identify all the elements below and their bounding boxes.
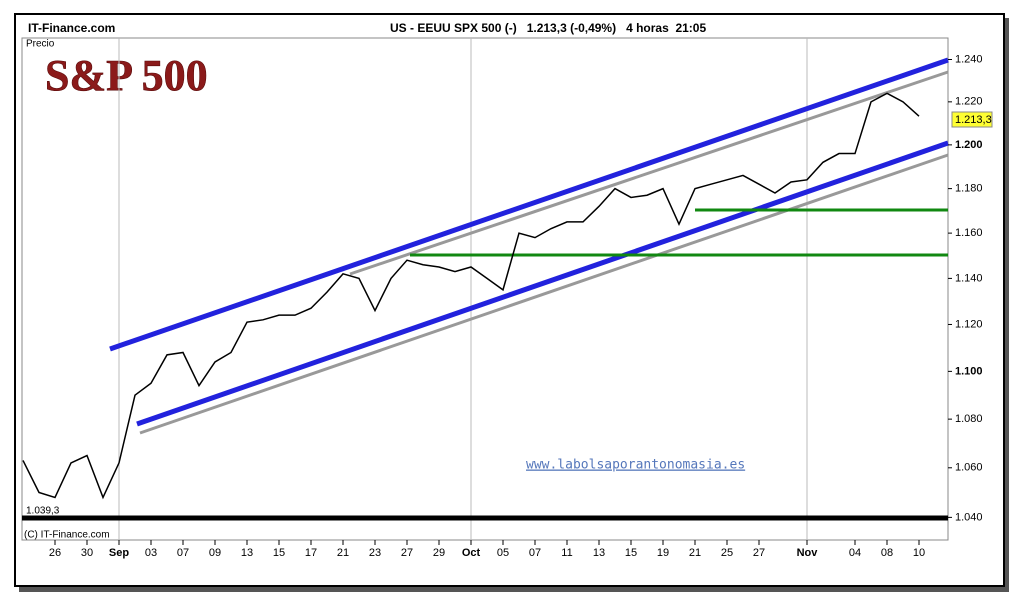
site-name: IT-Finance.com [28,21,115,35]
x-tick-label: 04 [849,547,861,559]
x-tick-label: 26 [49,547,61,559]
x-tick-label: 29 [433,547,445,559]
x-tick-label: 15 [273,547,285,559]
channel-line [349,70,949,276]
x-tick-label: 11 [561,547,572,559]
x-tick-label: 05 [497,547,509,559]
y-tick-label: 1.060 [955,462,983,474]
y-tick-label: 1.100 [955,365,983,377]
copyright: (C) IT-Finance.com [24,530,110,541]
x-tick-label: 21 [337,547,349,559]
channel-line [139,153,949,435]
y-tick-label: 1.140 [955,272,983,284]
x-tick-label: Oct [462,547,481,559]
y-tick-label: 1.220 [955,96,983,108]
chart-title: S&P 500 [45,51,208,100]
y-tick-label: 1.120 [955,318,983,330]
x-tick-label: 19 [657,547,669,559]
x-tick-label: 07 [529,547,541,559]
price-line [22,92,920,500]
x-tick-label: 27 [753,547,765,559]
channel-line [136,140,949,427]
x-tick-label: 15 [625,547,637,559]
x-tick-label: 03 [145,547,157,559]
instrument-info: US - EEUU SPX 500 (-) 1.213,3 (-0,49%) 4… [390,21,706,35]
min-label: 1.039,3 [26,506,60,517]
x-tick-label: 21 [689,547,701,559]
x-tick-label: 17 [305,547,317,559]
x-tick-label: Nov [797,547,819,559]
x-tick-label: 08 [881,547,893,559]
last-price-label: 1.213,3 [955,114,992,126]
x-tick-label: 13 [241,547,253,559]
x-tick-label: 25 [721,547,733,559]
x-tick-label: 27 [401,547,413,559]
y-tick-label: 1.200 [955,139,983,151]
x-tick-label: 23 [369,547,381,559]
y-label: Precio [26,39,55,50]
channel-line [109,57,949,352]
y-tick-label: 1.160 [955,227,983,239]
x-tick-label: 09 [209,547,221,559]
x-tick-label: Sep [109,547,129,559]
x-tick-label: 10 [913,547,925,559]
y-tick-label: 1.180 [955,183,983,195]
y-tick-label: 1.040 [955,511,983,523]
last-price-box [951,111,993,128]
x-tick-label: 07 [177,547,189,559]
watermark: www.labolsaporantonomasia.es [526,458,745,473]
plot-area [21,37,949,541]
y-tick-label: 1.080 [955,413,983,425]
trend-lines [22,57,949,521]
x-tick-label: 13 [593,547,605,559]
y-tick-label: 1.240 [955,53,983,65]
x-tick-label: 30 [81,547,93,559]
